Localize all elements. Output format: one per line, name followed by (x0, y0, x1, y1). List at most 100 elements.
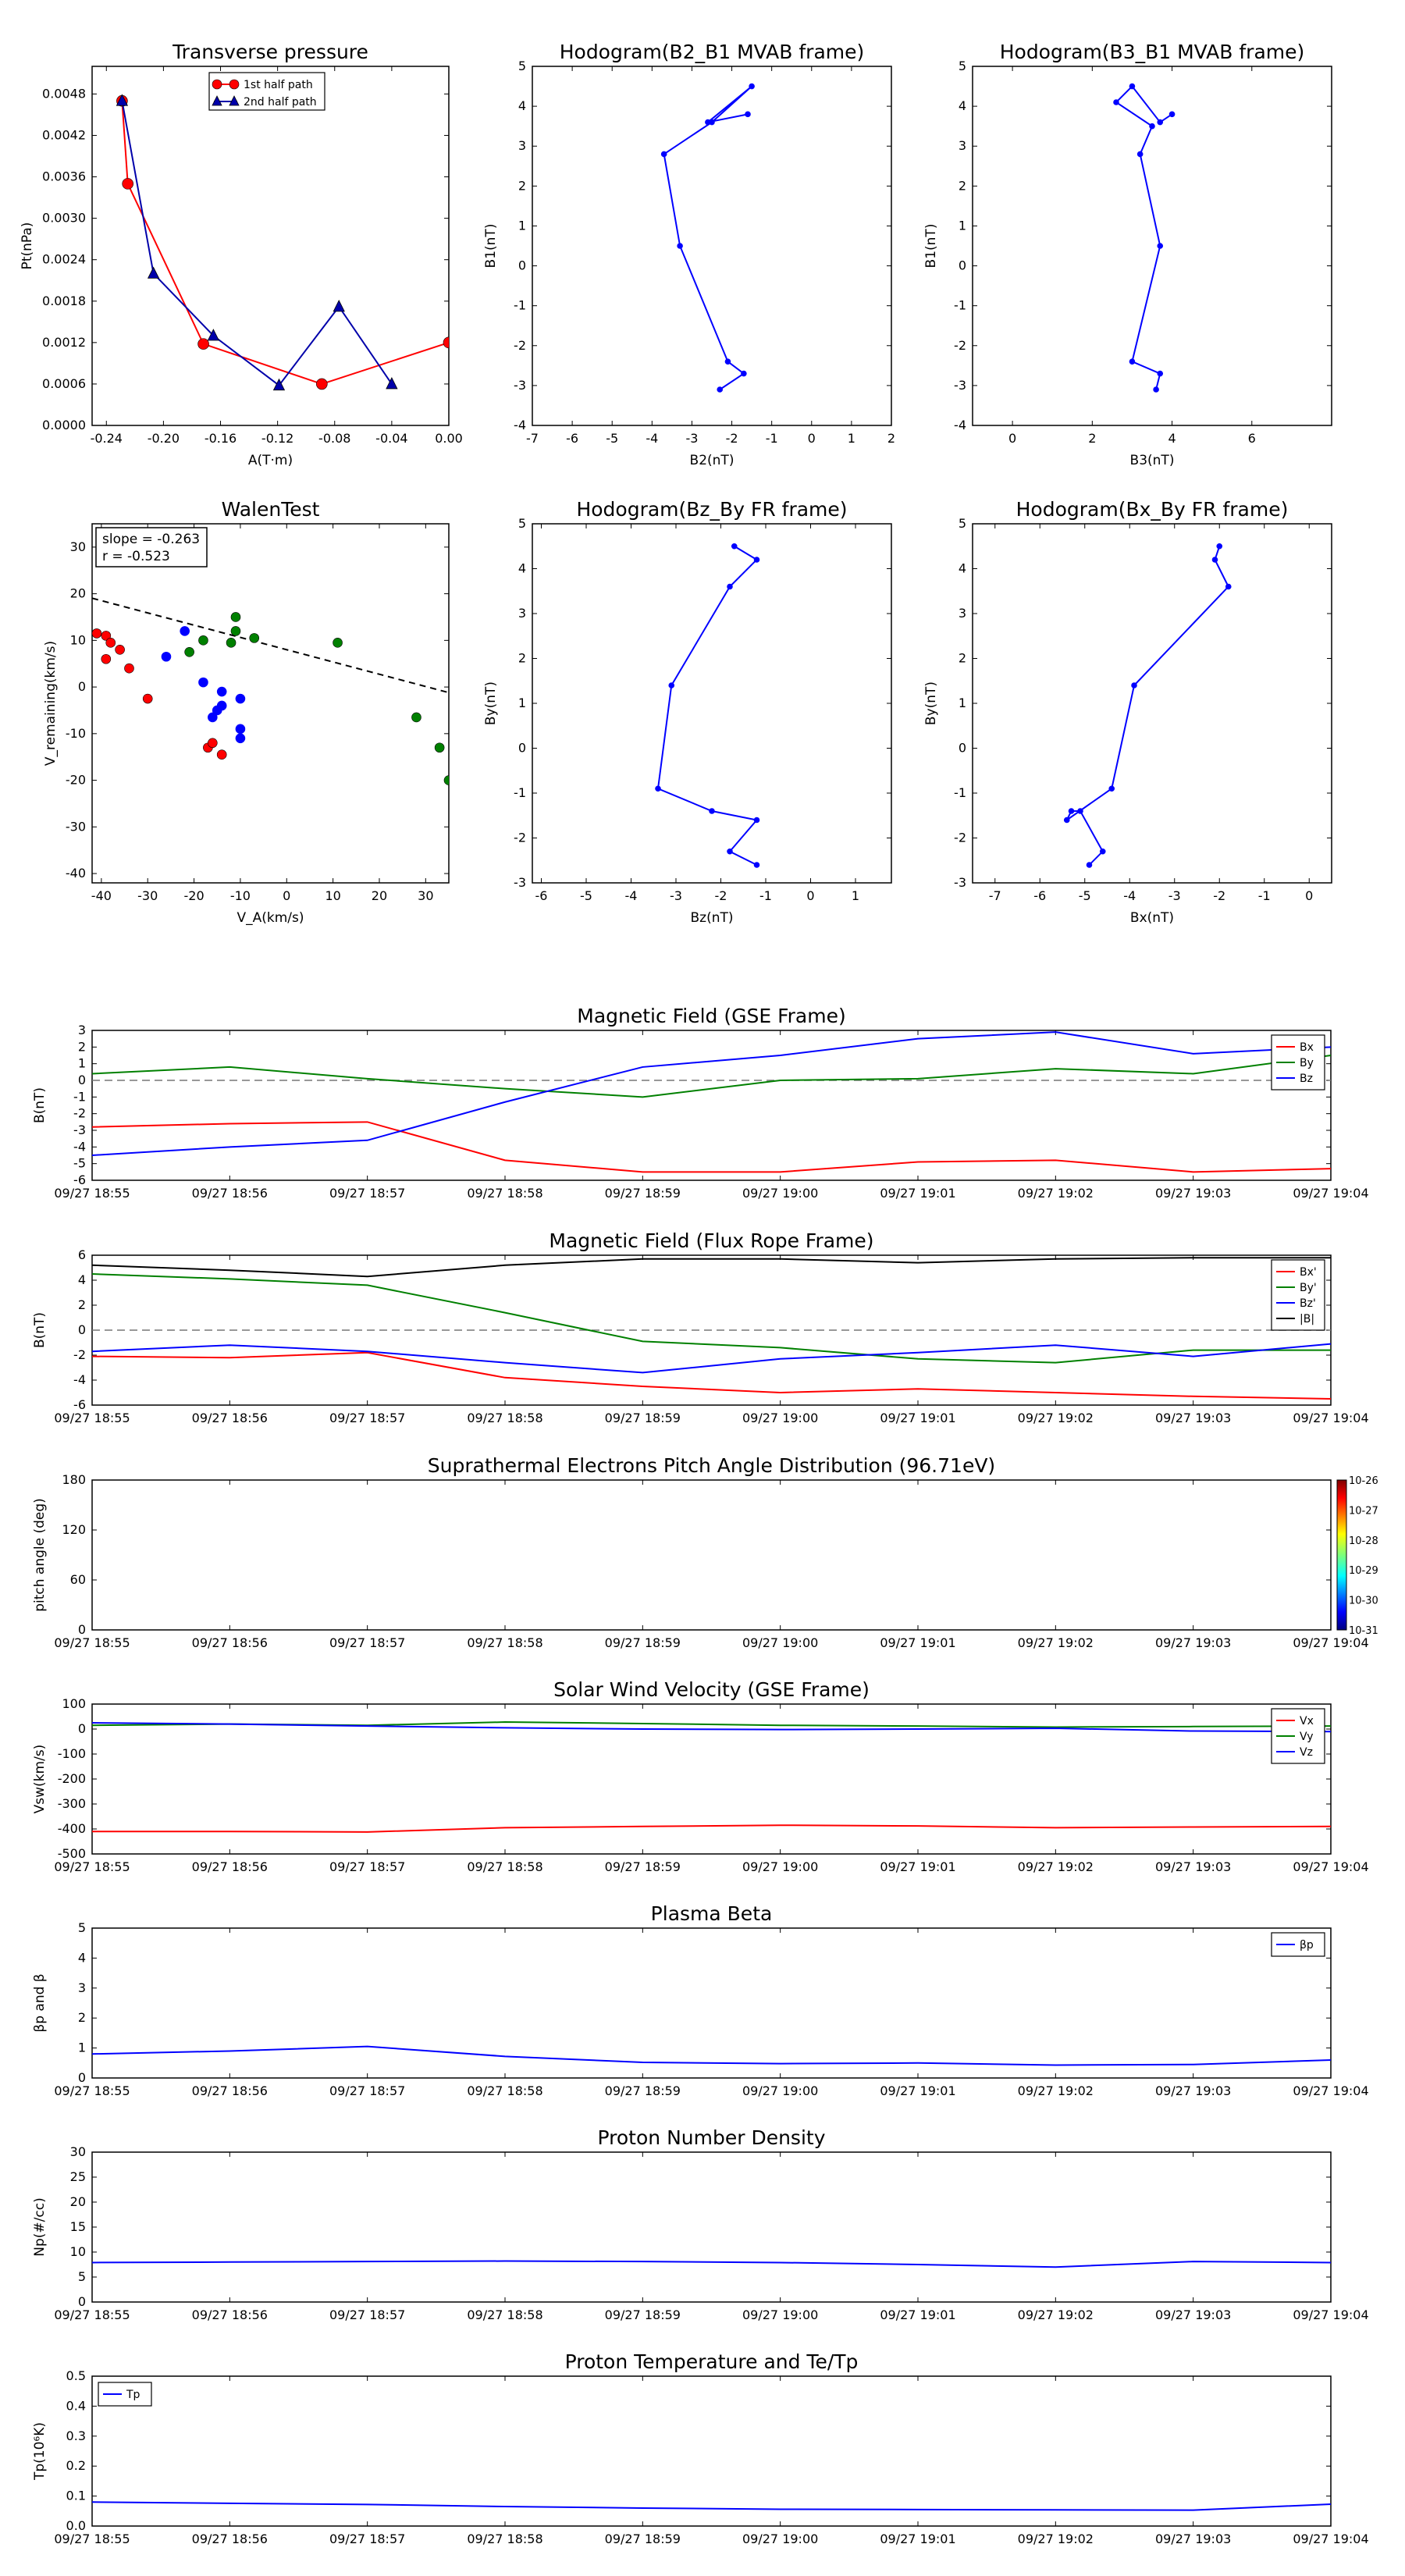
x-tick-label: -7 (526, 431, 539, 446)
data-point (1129, 83, 1136, 90)
x-tick-label: 1 (852, 888, 859, 903)
time-tick-label: 09/27 18:58 (467, 1859, 542, 1874)
data-point (727, 848, 733, 855)
y-tick-label: 2 (518, 651, 526, 666)
y-tick-label: -3 (514, 378, 526, 393)
y-tick-label: -3 (514, 875, 526, 890)
time-tick-label: 09/27 18:57 (329, 1411, 405, 1425)
time-tick-label: 09/27 19:03 (1155, 1186, 1231, 1201)
data-point (1157, 243, 1164, 249)
data-point (724, 358, 731, 365)
time-tick-label: 09/27 19:03 (1155, 2083, 1231, 2098)
time-tick-label: 09/27 18:57 (329, 1635, 405, 1650)
y-axis-label: B(nT) (32, 1087, 48, 1123)
pitch-angle-panel: Suprathermal Electrons Pitch Angle Distr… (32, 1454, 1378, 1650)
y-tick-label: -2 (514, 831, 526, 845)
x-tick-label: -4 (625, 888, 638, 903)
legend-label: By (1300, 1057, 1314, 1069)
mag-gse-panel: Magnetic Field (GSE Frame) 09/27 18:55 09/… (32, 1005, 1369, 1201)
y-tick-label: 30 (70, 2144, 86, 2159)
data-point (434, 742, 445, 753)
y-tick-label: -5 (73, 1156, 86, 1171)
data-point (1099, 848, 1106, 855)
y-tick-label: -2 (73, 1347, 86, 1362)
y-tick-label: -4 (954, 418, 966, 432)
legend-label: Vx (1300, 1715, 1314, 1727)
legend-label: |B| (1300, 1313, 1314, 1325)
hodogram-b2-b1-panel: Hodogram(B2_B1 MVAB frame) -7 -6 -5 -4 -3 -2 -1… (483, 41, 895, 468)
y-tick-label: -300 (58, 1796, 86, 1811)
data-point (333, 638, 343, 648)
x-tick-label: -4 (1123, 888, 1136, 903)
x-tick-label: -0.24 (91, 431, 123, 446)
data-point (105, 638, 116, 648)
x-tick-label: -30 (137, 888, 158, 903)
plot-frame (91, 1030, 1332, 1181)
y-tick-label: 1 (518, 696, 526, 710)
y-axis-label: Np(#/cc) (32, 2197, 48, 2256)
time-tick-label: 09/27 19:02 (1018, 1186, 1094, 1201)
colorbar-tick-label: 10-27 (1349, 1505, 1378, 1517)
data-point (115, 644, 125, 655)
x-tick-label: -4 (646, 431, 658, 446)
data-point (705, 119, 711, 126)
y-tick-label: -3 (73, 1123, 86, 1137)
time-tick-label: 09/27 18:57 (329, 2307, 405, 2322)
y-tick-label: 0 (78, 1322, 86, 1337)
data-point (226, 638, 237, 648)
data-point (443, 336, 449, 349)
series-line (92, 1273, 1331, 1364)
time-tick-label: 09/27 18:58 (467, 1635, 542, 1650)
y-axis-label: By(nT) (923, 681, 939, 725)
x-tick-label: 2 (1088, 431, 1096, 446)
y-tick-label: 0 (518, 741, 526, 756)
time-tick-label: 09/27 18:58 (467, 2307, 542, 2322)
legend-label: Bz (1300, 1073, 1313, 1085)
x-tick-label: -6 (566, 431, 578, 446)
data-point (198, 635, 208, 646)
x-tick-label: -6 (1033, 888, 1046, 903)
y-tick-label: 1 (78, 1056, 86, 1071)
x-tick-label: -5 (606, 431, 618, 446)
y-tick-label: -100 (58, 1746, 86, 1761)
y-tick-label: -200 (58, 1771, 86, 1786)
y-tick-label: 1 (518, 218, 526, 233)
x-tick-label: -3 (670, 888, 682, 903)
x-tick-label: -6 (535, 888, 548, 903)
data-point (249, 633, 260, 643)
y-tick-label: 0.3 (66, 2428, 86, 2443)
data-point (316, 378, 328, 390)
time-tick-label: 09/27 19:02 (1018, 1859, 1094, 1874)
time-tick-label: 09/27 19:01 (880, 2307, 955, 2322)
data-point (235, 693, 246, 704)
y-axis-label: B1(nT) (483, 224, 499, 269)
data-point (753, 557, 760, 563)
y-tick-label: -1 (954, 785, 966, 800)
x-tick-label: -3 (1168, 888, 1181, 903)
y-tick-label: 3 (959, 138, 966, 153)
x-tick-label: -3 (685, 431, 698, 446)
y-tick-label: 4 (959, 98, 966, 113)
x-axis-label: B3(nT) (1130, 453, 1175, 468)
y-tick-label: 3 (959, 606, 966, 621)
data-point (709, 808, 715, 814)
series-line (663, 85, 752, 390)
chart-title: Hodogram(B2_B1 MVAB frame) (560, 41, 865, 63)
x-axis-label: Bx(nT) (1130, 910, 1174, 926)
y-tick-label: -2 (954, 831, 966, 845)
fit-line (92, 597, 449, 694)
y-tick-label: 0.0012 (42, 335, 86, 350)
series-line (656, 545, 759, 866)
time-tick-label: 09/27 18:55 (54, 1859, 130, 1874)
time-tick-label: 09/27 19:03 (1155, 1411, 1231, 1425)
data-point (230, 626, 241, 636)
time-tick-label: 09/27 18:55 (54, 1635, 130, 1650)
y-tick-label: 10 (70, 2244, 86, 2259)
y-tick-label: 2 (78, 2010, 86, 2025)
time-tick-label: 09/27 18:59 (605, 1859, 681, 1874)
data-point (216, 686, 227, 697)
y-tick-label: 5 (959, 516, 966, 531)
data-point (1153, 386, 1159, 393)
x-tick-label: -0.16 (205, 431, 237, 446)
time-tick-label: 09/27 19:01 (880, 1859, 955, 1874)
